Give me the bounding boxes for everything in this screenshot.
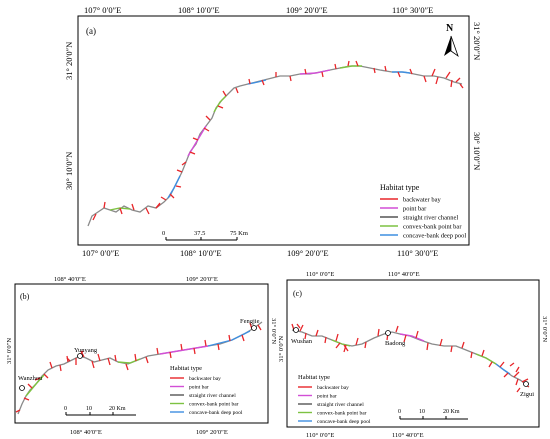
panel-a-legend-label-3: straight river channel — [403, 214, 458, 221]
panel-b-lon-bottom-2: 109° 20′0″E — [196, 429, 228, 436]
panel-b-lon-top-2: 109° 20′0″E — [186, 276, 218, 283]
town-label-wushan: Wushan — [291, 338, 313, 345]
panel-a: (a) 107° 0′0″E 108° 10′0″E 109° 20′0″E 1… — [64, 5, 482, 258]
panel-c-lat-left: 31° 0′0″N — [278, 336, 285, 362]
panel-a-lat-left-2: 30° 10′0″N — [64, 152, 74, 190]
panel-a-lon-bottom-4: 110° 30′0″E — [397, 248, 438, 258]
panel-c-lon-top-2: 110° 40′0″E — [388, 271, 420, 278]
panel-b-legend: Habitat type backwater bay point bar strai… — [170, 365, 243, 416]
panel-a-lon-bottom-2: 108° 10′0″E — [180, 248, 222, 258]
panel-a-lat-right-2: 30° 10′0″N — [472, 132, 482, 170]
panel-a-river — [87, 60, 464, 227]
panel-b-scale-end: 20 Km — [109, 406, 126, 412]
panel-a-legend-label-1: backwater bay — [403, 196, 441, 203]
panel-b-river — [15, 321, 263, 415]
panel-b-lat-right: 31° 0′0″N — [270, 318, 277, 344]
panel-a-frame — [77, 15, 470, 246]
panel-a-label: (a) — [86, 26, 96, 36]
panel-b-scale-0: 0 — [64, 406, 67, 412]
panel-a-lon-bottom-1: 107° 0′0″E — [82, 248, 119, 258]
panel-b-scale-bar: 0 10 20 Km — [64, 406, 136, 416]
panel-b-legend-label-1: backwater bay — [189, 376, 221, 382]
panel-b-legend-label-3: straight river channel — [189, 393, 236, 399]
panel-b: (b) 108° 40′0″E 109° 20′0″E 108° 40′0″E … — [6, 276, 277, 436]
panel-a-lon-bottom-3: 109° 20′0″E — [287, 248, 329, 258]
panel-c: (c) 110° 0′0″E 110° 40′0″E 110° 0′0″E 11… — [278, 271, 548, 439]
panel-a-scale-end: 75 Km — [230, 230, 248, 237]
north-arrow-label: N — [446, 23, 454, 34]
panel-a-lon-top-3: 109° 20′0″E — [286, 5, 328, 15]
panel-a-lon-top-1: 107° 0′0″E — [84, 5, 121, 15]
town-marker-badong — [385, 330, 391, 336]
panel-c-towns: Wushan Badong Zigui — [291, 327, 534, 398]
panel-a-legend: Habitat type backwater bay point bar strai… — [380, 183, 466, 239]
town-marker-wushan — [293, 327, 299, 333]
panel-c-legend-label-4: convex-bank point bar — [317, 410, 367, 416]
panel-b-legend-label-5: concave-bank deep pool — [189, 410, 243, 416]
town-marker-zigui — [523, 381, 529, 387]
panel-c-legend: Habitat type backwater bay point bar strai… — [298, 374, 371, 425]
panel-b-legend-title: Habitat type — [170, 365, 202, 372]
panel-b-label: (b) — [20, 292, 30, 301]
panel-a-lon-top-4: 110° 30′0″E — [392, 5, 433, 15]
panel-a-legend-label-2: point bar — [403, 205, 427, 212]
panel-b-frame — [14, 283, 269, 424]
panel-b-lon-bottom-1: 108° 40′0″E — [70, 429, 102, 436]
panel-c-legend-label-5: concave-bank deep pool — [317, 419, 371, 425]
panel-c-scale-mid: 10 — [419, 409, 425, 415]
panel-c-lat-right: 31° 0′0″N — [541, 316, 548, 342]
town-marker-yunyang — [77, 353, 83, 359]
panel-c-scale-end: 20 Km — [443, 409, 460, 415]
town-marker-fengjie — [251, 325, 257, 331]
panel-a-legend-title: Habitat type — [380, 183, 420, 192]
town-label-zigui: Zigui — [520, 391, 534, 398]
town-label-badong: Badong — [385, 340, 406, 347]
north-arrow-icon: N — [444, 23, 459, 58]
panel-c-legend-title: Habitat type — [298, 374, 330, 381]
panel-c-scale-0: 0 — [398, 409, 401, 415]
panel-b-lon-top-1: 108° 40′0″E — [54, 276, 86, 283]
panel-a-lon-top-2: 108° 10′0″E — [178, 5, 220, 15]
panel-c-legend-label-2: point bar — [317, 393, 337, 399]
town-label-wanzhou: Wanzhou — [18, 375, 43, 382]
panel-c-scale-bar: 0 10 20 Km — [398, 409, 468, 420]
panel-c-label: (c) — [293, 289, 302, 298]
panel-a-legend-label-5: concave-bank deep pool — [403, 232, 466, 239]
panel-b-lat-left: 31° 0′0″N — [6, 338, 13, 364]
panel-c-lon-bottom-2: 110° 40′0″E — [392, 432, 424, 439]
town-label-fengjie: Fengjie — [240, 318, 260, 325]
panel-c-river — [291, 323, 530, 393]
panel-a-lat-right-1: 31° 20′0″N — [472, 22, 482, 60]
panel-b-towns: Fengjie Yunyang Wanzhou — [18, 318, 260, 391]
panel-c-lon-top-1: 110° 0′0″E — [306, 271, 334, 278]
panel-c-legend-label-1: backwater bay — [317, 385, 349, 391]
town-marker-wanzhou — [19, 385, 25, 391]
panel-a-legend-label-4: convex-bank point bar — [403, 223, 462, 230]
panel-b-scale-mid: 10 — [86, 406, 92, 412]
panel-a-scale-mid: 37.5 — [194, 230, 205, 237]
panel-a-scale-0: 0 — [162, 230, 165, 237]
panel-c-legend-label-3: straight river channel — [317, 402, 364, 408]
panel-b-legend-label-2: point bar — [189, 384, 209, 390]
panel-c-frame — [286, 279, 540, 428]
panel-a-scale-bar: 0 37.5 75 Km — [162, 230, 248, 241]
panel-b-legend-label-4: convex-bank point bar — [189, 401, 239, 407]
panel-a-lat-left-1: 31° 20′0″N — [64, 42, 74, 80]
town-label-yunyang: Yunyang — [74, 347, 98, 354]
panel-c-lon-bottom-1: 110° 0′0″E — [306, 432, 334, 439]
